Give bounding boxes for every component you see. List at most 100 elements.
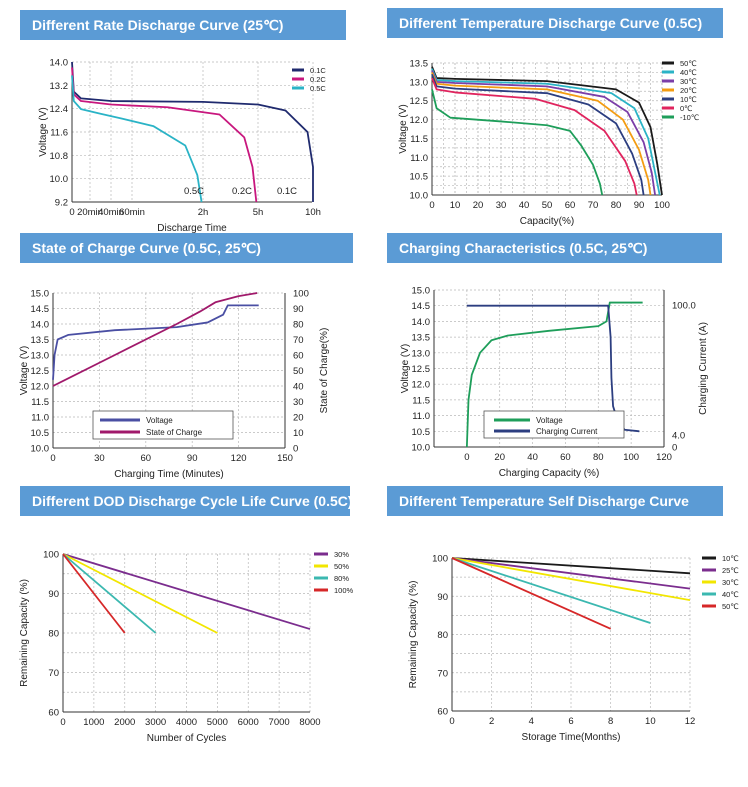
legend-label: 0.2C	[310, 75, 326, 84]
chart-svg: 15.0 14.5 14.0 13.5 13.0 12.5 12.0 11.5 11.0 10.5…	[400, 286, 709, 480]
y-tick-label: 11.0	[31, 413, 49, 424]
legend-label: 0℃	[680, 104, 693, 113]
x-tick-label: 8000	[299, 717, 320, 728]
series-line-2	[52, 292, 258, 387]
x-axis-label: Storage Time(Months)	[522, 732, 621, 743]
chart-title: State of Charge Curve (0.5C, 25℃)	[20, 233, 353, 263]
x-tick-label: 30	[94, 453, 105, 464]
chart-svg: 100 90 80 70 600 1000 2000 3000 4000 5000 6000 7000…	[19, 550, 354, 745]
series-line-4	[451, 557, 651, 624]
grid	[71, 61, 314, 203]
x-tick-label: 5000	[207, 717, 228, 728]
x-tick-label: 20	[494, 452, 505, 463]
y-tick-label: 80	[48, 629, 59, 640]
y-tick-label: 13.5	[410, 59, 429, 70]
chart-panel-4: Charging Characteristics (0.5C, 25℃) 15.0…	[387, 233, 747, 483]
y-tick-label: 13.0	[412, 348, 431, 359]
grid	[451, 557, 691, 712]
y2-tick-label: 40	[293, 382, 304, 393]
legend-label: 30℃	[680, 77, 697, 86]
y-tick-label: 90	[48, 589, 59, 600]
x-tick-label: 12	[685, 716, 696, 727]
y2-tick-label: 50	[293, 366, 304, 377]
series-line-3	[71, 75, 203, 203]
series-line-2	[62, 553, 218, 634]
chart-svg: 14.0 13.2 12.4 11.6 10.8 10.0 9.20 20min40min60…	[38, 58, 326, 235]
x-tick-label: 60	[565, 200, 576, 211]
x-tick-label: 10	[645, 716, 656, 727]
y2-tick-label: 20	[293, 413, 304, 424]
series-line-1	[62, 553, 311, 630]
y2-tick-label: 100	[293, 289, 309, 300]
y2-axis-label: State of Charge(%)	[319, 328, 330, 414]
y2-tick-label: 10	[293, 428, 304, 439]
chart-panel-3: State of Charge Curve (0.5C, 25℃) 15.0 14.…	[19, 233, 365, 483]
grid	[431, 62, 663, 196]
series-line-2	[431, 68, 661, 196]
chart-panel-2: Different Temperature Discharge Curve (0…	[387, 8, 747, 230]
legend-label: Voltage	[536, 416, 563, 425]
legend: 10℃ 25℃ 30℃ 40℃ 50℃	[702, 554, 739, 611]
series-line-7	[431, 89, 604, 196]
series-line-6	[431, 77, 638, 196]
series-line-3	[431, 70, 656, 196]
y-tick-label: 14.0	[50, 58, 69, 69]
legend-label: State of Charge	[146, 428, 203, 437]
x-tick-label: 90	[634, 200, 645, 211]
legend-label: 20℃	[680, 86, 697, 95]
grid	[52, 292, 286, 449]
y-tick-label: 10.0	[50, 174, 69, 185]
y-axis-label: Voltage (V)	[19, 346, 30, 395]
chart-title: Different Temperature Self Discharge Cur…	[387, 486, 723, 516]
legend-label: 50℃	[722, 602, 739, 611]
legend-label: 40℃	[680, 68, 697, 77]
series-line-1	[465, 301, 643, 448]
y-tick-label: 12.0	[412, 380, 431, 391]
legend-label: 50%	[334, 562, 349, 571]
y-tick-label: 14.5	[31, 304, 50, 315]
y-tick-label: 13.0	[31, 351, 50, 362]
y-tick-label: 70	[437, 668, 448, 679]
chart-title: Different Rate Discharge Curve (25℃)	[20, 10, 346, 40]
x-tick-label: 7000	[269, 717, 290, 728]
y-tick-label: 14.5	[412, 301, 431, 312]
x-tick-label: 60	[560, 452, 571, 463]
x-tick-label: 70	[588, 200, 599, 211]
x-tick-label: 4	[529, 716, 534, 727]
x-tick-label: 50	[542, 200, 553, 211]
chart-title: Charging Characteristics (0.5C, 25℃)	[387, 233, 722, 263]
x-axis-label: Number of Cycles	[147, 733, 226, 744]
x-tick-label: 120	[656, 452, 672, 463]
y-tick-label: 13.5	[31, 335, 50, 346]
y-tick-label: 14.0	[31, 320, 50, 331]
y-tick-label: 80	[437, 630, 448, 641]
y-axis-label: Voltage (V)	[398, 104, 409, 153]
y-tick-label: 10.5	[412, 427, 431, 438]
grid	[62, 553, 311, 713]
y-tick-label: 11.6	[50, 128, 68, 139]
x-tick-label: 0	[50, 453, 55, 464]
chart-svg: 15.0 14.5 14.0 13.5 13.0 12.5 12.0 11.5 11.0 10.5…	[19, 289, 330, 481]
legend: 30% 50% 80% 100%	[314, 550, 354, 595]
y-tick-label: 12.0	[410, 115, 429, 126]
y-tick-label: 14.0	[412, 317, 431, 328]
chart-panel-6: Different Temperature Self Discharge Cur…	[387, 486, 747, 786]
y2-tick-label: 100.0	[672, 301, 696, 312]
y-tick-label: 10.0	[31, 444, 50, 455]
legend-label: Charging Current	[536, 427, 598, 436]
x-tick-label: 120	[231, 453, 247, 464]
x-tick-label: 8	[608, 716, 613, 727]
y-tick-label: 100	[432, 554, 448, 565]
x-axis-label: Capacity(%)	[520, 216, 574, 227]
series-line-5	[431, 73, 645, 196]
y-tick-label: 90	[437, 592, 448, 603]
y-tick-label: 13.5	[412, 333, 431, 344]
series-line-3	[62, 553, 157, 634]
y2-tick-label: 30	[293, 397, 304, 408]
x-tick-label: 5h	[253, 207, 264, 218]
chart-panel-1: Different Rate Discharge Curve (25℃) 14.0…	[20, 8, 365, 235]
legend: 50℃40℃30℃20℃10℃0℃-10℃	[662, 59, 699, 122]
x-axis-label: Discharge Time	[157, 223, 227, 234]
x-tick-label: 30	[496, 200, 507, 211]
series-line-4	[62, 553, 126, 634]
